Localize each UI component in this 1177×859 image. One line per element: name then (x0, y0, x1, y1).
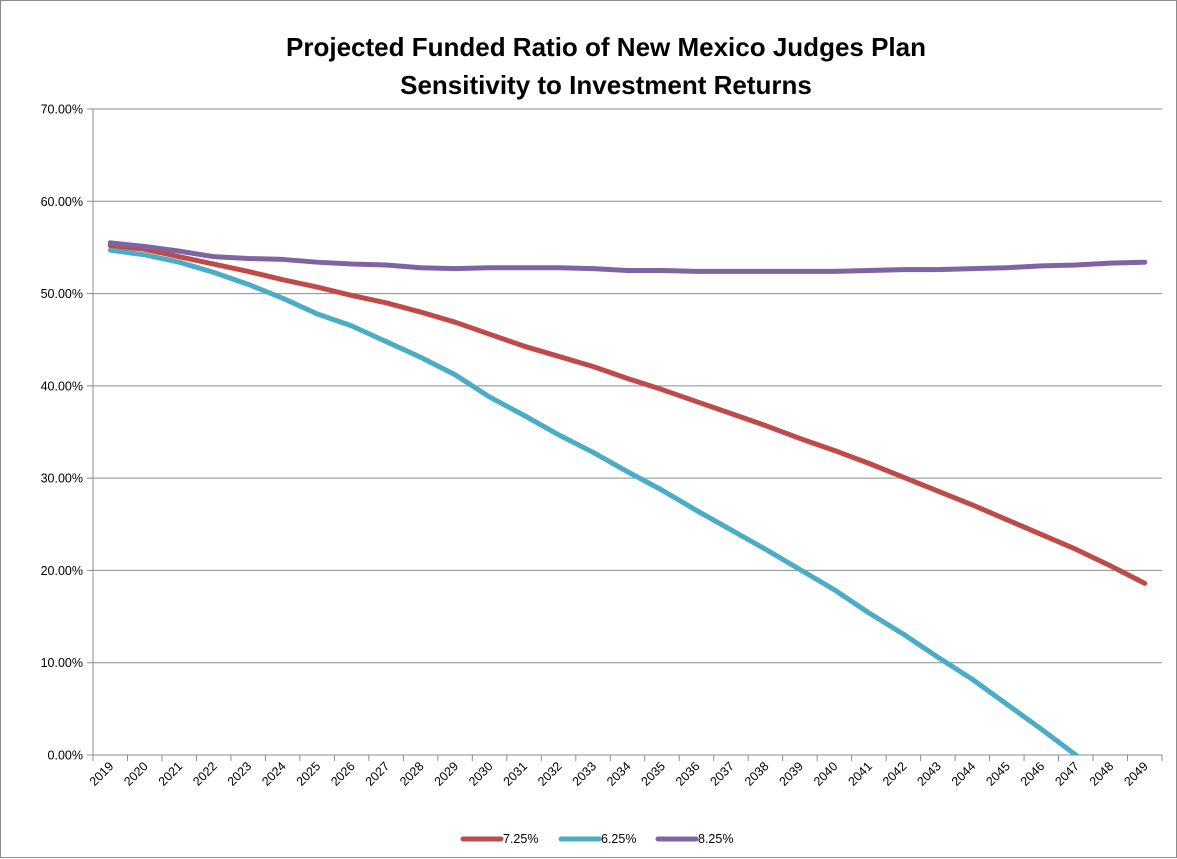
x-tick-label: 2034 (604, 759, 634, 789)
x-tick-label: 2029 (432, 759, 462, 789)
legend-label-2: 8.25% (698, 832, 733, 846)
y-tick-label: 40.00% (41, 379, 83, 393)
x-tick-label: 2047 (1052, 759, 1082, 789)
y-tick-label: 50.00% (41, 287, 83, 301)
x-tick-label: 2027 (363, 759, 393, 789)
x-tick-label: 2040 (811, 759, 841, 789)
x-tick-label: 2038 (742, 759, 772, 789)
x-tick-label: 2048 (1087, 759, 1117, 789)
x-tick-label: 2033 (570, 759, 600, 789)
gridlines (93, 108, 1162, 664)
x-tick-label: 2024 (259, 759, 289, 789)
series-line-1 (107, 247, 1080, 755)
x-tick-label: 2019 (87, 759, 117, 789)
x-tick-label: 2046 (1018, 759, 1048, 789)
x-tick-label: 2021 (156, 759, 186, 789)
x-tick-label: 2036 (673, 759, 703, 789)
y-tick-label: 20.00% (41, 564, 83, 578)
legend-label-0: 7.25% (503, 832, 538, 846)
x-tick-label: 2043 (914, 759, 944, 789)
x-tick-label: 2022 (190, 759, 220, 789)
x-tick-label: 2039 (776, 759, 806, 789)
y-axis-tick-labels: 0.00% 10.00% 20.00% 30.00% 40.00% 50.00% 60.00… (41, 103, 83, 763)
x-tick-label: 2028 (397, 759, 427, 789)
x-tick-label: 2044 (949, 759, 979, 789)
x-tick-label: 2041 (845, 759, 875, 789)
chart-title-line-2: Sensitivity to Investment Returns (400, 70, 812, 100)
x-tick-label: 2037 (708, 759, 738, 789)
x-tick-label: 2042 (880, 759, 910, 789)
y-tick-label: 30.00% (41, 472, 83, 486)
axes (87, 108, 1163, 761)
legend-label-1: 6.25% (601, 832, 636, 846)
x-tick-label: 2030 (466, 759, 496, 789)
y-tick-label: 60.00% (41, 195, 83, 209)
x-axis-tick-labels: 2019 2020 2021 2022 2023 2024 2025 2026 2027 2028… (87, 759, 1151, 789)
y-tick-label: 70.00% (41, 103, 83, 117)
y-tick-label: 10.00% (41, 656, 83, 670)
x-tick-label: 2026 (328, 759, 358, 789)
x-tick-label: 2032 (535, 759, 565, 789)
series-lines (107, 240, 1148, 755)
x-tick-label: 2020 (121, 759, 151, 789)
legend: 7.25% 6.25% 8.25% (460, 832, 733, 846)
series-line-0 (107, 243, 1148, 586)
series-line-2 (107, 240, 1148, 274)
x-tick-label: 2049 (1121, 759, 1151, 789)
y-tick-label: 0.00% (48, 749, 83, 763)
x-tick-label: 2023 (225, 759, 255, 789)
x-tick-label: 2035 (639, 759, 669, 789)
x-tick-label: 2031 (501, 759, 531, 789)
chart-title-line-1: Projected Funded Ratio of New Mexico Jud… (286, 32, 926, 62)
x-tick-label: 2025 (294, 759, 324, 789)
x-tick-label: 2045 (983, 759, 1013, 789)
